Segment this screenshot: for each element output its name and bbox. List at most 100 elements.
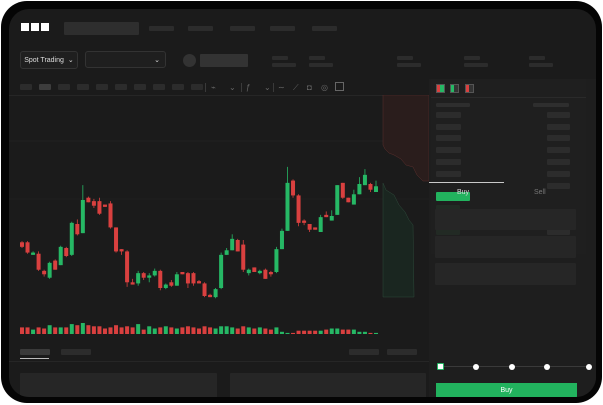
slider-step[interactable] (473, 363, 479, 370)
orders-panel (20, 373, 217, 397)
nav-item[interactable] (230, 26, 255, 31)
candle-body (241, 244, 246, 270)
stat-value (309, 63, 333, 67)
candle-body (318, 217, 323, 232)
candle-body (58, 246, 63, 266)
candle-body (213, 289, 218, 298)
candle-body (163, 284, 168, 288)
timeframe-tab[interactable] (191, 84, 203, 90)
slider-step[interactable] (586, 363, 592, 370)
stat-label (397, 56, 413, 60)
candle-body (141, 273, 146, 278)
filter-button[interactable] (349, 349, 379, 355)
timeframe-tab[interactable] (115, 84, 127, 90)
fullscreen-icon[interactable] (335, 82, 344, 91)
bid-price (436, 229, 460, 235)
candle-body (224, 250, 229, 255)
nav-item[interactable] (188, 26, 213, 31)
tab-buy[interactable]: Buy (457, 189, 470, 196)
candle-body (20, 242, 24, 247)
nav-item[interactable] (149, 26, 174, 31)
price-chart[interactable] (9, 95, 429, 340)
pair-selector[interactable]: ⌄ (85, 51, 166, 68)
stat-label (529, 56, 545, 60)
chevron-down-icon: ⌄ (67, 57, 74, 64)
column-header (436, 103, 470, 107)
candle-body (257, 270, 262, 274)
slider-step[interactable] (509, 363, 515, 370)
volume-bar (302, 330, 307, 334)
stat-value (464, 63, 488, 67)
volume-bar (64, 327, 69, 334)
volume-bar (235, 328, 240, 334)
volume-bar (268, 329, 273, 334)
ask-price (436, 147, 461, 153)
volume-bar (296, 330, 301, 334)
chevron-down-icon[interactable]: ⌄ (229, 83, 236, 92)
stat-value (529, 63, 553, 67)
indicator-icon[interactable]: ƒ (246, 83, 251, 92)
slider-step[interactable] (544, 363, 550, 370)
nav-item[interactable] (270, 26, 295, 31)
camera-icon[interactable]: ◘ (307, 83, 312, 92)
candle-body (357, 184, 362, 195)
volume-bar (25, 327, 30, 334)
chevron-down-icon[interactable]: ⌄ (264, 83, 271, 92)
volume-bar (219, 326, 224, 334)
timeframe-tab[interactable] (172, 84, 184, 90)
draw-line-icon[interactable]: ∼ (278, 83, 285, 92)
candle-body (136, 273, 141, 284)
active-tab-underline (20, 358, 49, 359)
filter-button[interactable] (387, 349, 417, 355)
amount-slider[interactable] (437, 363, 592, 370)
timeframe-tab[interactable] (153, 84, 165, 90)
column-header (533, 103, 569, 107)
book-bids-icon[interactable] (450, 84, 459, 93)
candle-body (230, 238, 235, 251)
timeframe-tab[interactable] (77, 84, 89, 90)
ruler-icon[interactable]: ⟋ (293, 83, 299, 92)
tab-sell[interactable]: Sell (534, 189, 546, 196)
candle-body (285, 182, 290, 231)
total-input[interactable] (435, 263, 576, 285)
volume-bar (246, 327, 251, 334)
timeframe-tab[interactable] (96, 84, 108, 90)
candle-body (53, 260, 58, 270)
timeframe-tab[interactable] (20, 84, 32, 90)
price-display (200, 54, 248, 67)
volume-bar (53, 327, 58, 334)
stat-label (272, 56, 288, 60)
volume-bar (91, 326, 96, 334)
ask-amount (547, 124, 570, 130)
timeframe-tab[interactable] (39, 84, 51, 90)
volume-bar (185, 326, 190, 334)
candle-body (219, 254, 224, 288)
book-both-icon[interactable] (436, 84, 445, 93)
tab-order-history[interactable] (61, 349, 91, 355)
settings-icon[interactable]: ◎ (321, 83, 328, 92)
stat-label (309, 56, 325, 60)
price-input[interactable] (435, 209, 576, 230)
slider-handle[interactable] (437, 363, 444, 370)
candle-body (235, 240, 240, 252)
candle-body (335, 185, 340, 215)
candle-body (91, 201, 96, 206)
tab-open-orders[interactable] (20, 349, 50, 355)
market-selector[interactable]: Spot Trading ⌄ (20, 51, 78, 69)
search-bar[interactable] (64, 22, 139, 35)
volume-bar (368, 332, 373, 334)
submit-label: Buy (500, 386, 513, 394)
candle-body (252, 267, 257, 272)
candle-type-icon[interactable]: ⌁ (211, 83, 216, 92)
stat-value (397, 63, 421, 67)
volume-bar (213, 328, 218, 334)
volume-bar (351, 329, 356, 334)
volume-bar (263, 328, 268, 334)
timeframe-tab[interactable] (58, 84, 70, 90)
timeframe-tab[interactable] (134, 84, 146, 90)
book-asks-icon[interactable] (465, 84, 474, 93)
candle-body (25, 242, 30, 253)
nav-item[interactable] (312, 26, 337, 31)
amount-input[interactable] (435, 236, 576, 258)
buy-submit-button[interactable]: Buy (436, 383, 577, 397)
